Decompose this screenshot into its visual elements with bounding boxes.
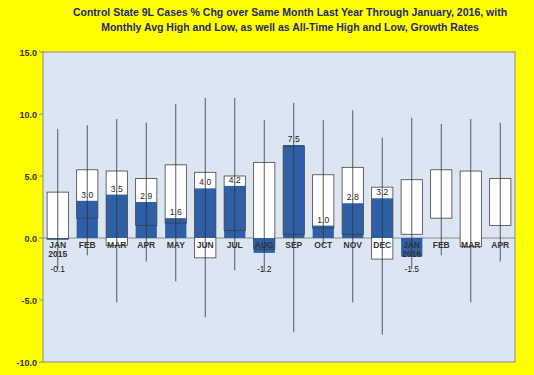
data-label: 2.8 [347,192,359,202]
y-tick-label: -10.0 [16,358,37,368]
x-tick-label: OCT [314,240,333,250]
x-tick-label: AUG [255,240,274,250]
all-time-whisker [323,120,324,245]
y-tick-label: 10.0 [19,110,37,120]
background [0,0,534,375]
data-label: -1.2 [257,264,272,274]
y-tick-label: -5.0 [21,296,37,306]
y-tick [39,114,43,115]
data-label: 1.6 [170,207,182,217]
data-label: 1.0 [317,215,329,225]
x-tick-label: FEB [79,240,96,250]
x-tick-label: JAN2015 [48,240,67,259]
y-tick [39,238,43,239]
y-tick [39,362,43,363]
all-time-whisker [116,119,117,303]
y-tick [39,300,43,301]
marks [47,98,511,335]
x-tick-label: DEC [373,240,391,250]
y-tick-label: 5.0 [24,172,37,182]
data-label: 3.5 [111,184,123,194]
title: Control State 9L Cases % Chg over Same M… [73,6,507,18]
x-tick-label: JUL [227,240,243,250]
x-tick-label: SEP [285,240,302,250]
x-tick-label: APR [491,240,509,250]
data-label: 3.2 [376,187,388,197]
all-time-whisker [175,104,176,281]
data-label: 4.0 [199,177,211,187]
data-label: 3.0 [81,190,93,200]
chart: Control State 9L Cases % Chg over Same M… [0,0,534,375]
data-label: 2.9 [140,191,152,201]
all-time-whisker [470,119,471,303]
data-label: 4.2 [229,175,241,185]
title: Monthly Avg High and Low, as well as All… [101,21,479,33]
data-label: -0.1 [50,264,65,274]
x-tick-label: MAY [167,240,185,250]
x-tick-label: MAR [461,240,480,250]
all-time-whisker [352,110,353,302]
x-tick-label: JAN2016 [402,240,421,259]
y-tick-label: 0.0 [24,234,37,244]
all-time-whisker [441,124,442,255]
x-tick-label: JUN [197,240,214,250]
x-tick-label: NOV [344,240,363,250]
all-time-whisker [205,98,206,317]
y-tick [39,176,43,177]
all-time-whisker [382,138,383,335]
data-label: -1.5 [404,264,419,274]
x-tick-label: APR [137,240,155,250]
x-tick-label: FEB [433,240,450,250]
y-tick [39,52,43,53]
data-label: 7.5 [288,134,300,144]
plot-area [43,52,515,362]
x-tick-label: MAR [107,240,126,250]
y-tick-label: 15.0 [19,48,37,58]
